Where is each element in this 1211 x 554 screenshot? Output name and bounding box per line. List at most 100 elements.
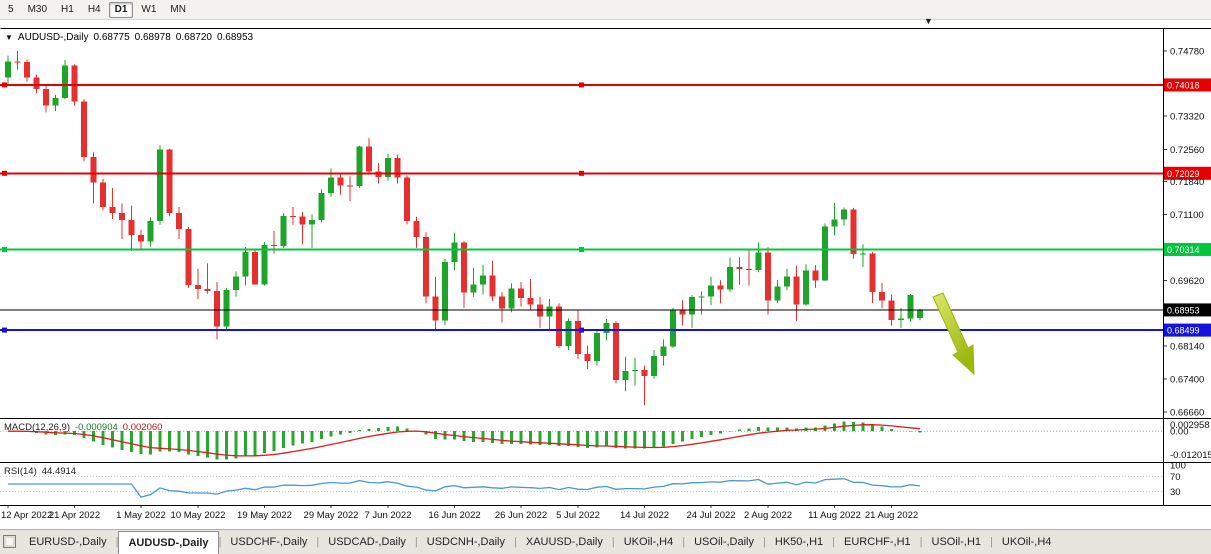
rsi-name: RSI(14) [4, 466, 37, 477]
chart-tab-usdcad-daily[interactable]: USDCAD-,Daily [328, 536, 406, 548]
price-badge [1164, 242, 1211, 256]
svg-text:21 Apr 2022: 21 Apr 2022 [49, 510, 100, 521]
hline-0.74018[interactable] [0, 82, 1163, 88]
low-value: 0.68720 [175, 32, 212, 43]
chart-tab-usdchf-daily[interactable]: USDCHF-,Daily [230, 536, 308, 548]
svg-text:0.002958: 0.002958 [1170, 420, 1210, 431]
svg-text:0.74780: 0.74780 [1170, 47, 1204, 58]
price-axis[interactable]: 0.74018 0.72029 0.70314 0.68499 0.68953 0.747… [1163, 47, 1211, 499]
macd-panel[interactable] [0, 421, 1163, 460]
period-button-5[interactable]: 5 [8, 3, 14, 15]
svg-text:0.00: 0.00 [1170, 427, 1189, 438]
macd-main-value: -0.000904 [75, 422, 118, 433]
chart-tabs-bar: EURUSD-,Daily | AUDUSD-,Daily | USDCHF-,Dail… [0, 529, 1211, 554]
bid-price-badge [1164, 303, 1211, 317]
svg-text:0.71840: 0.71840 [1170, 177, 1204, 188]
period-button-h1[interactable]: H1 [61, 3, 74, 15]
high-value: 0.68978 [134, 32, 171, 43]
tab-separator: | [115, 536, 119, 548]
close-value: 0.68953 [216, 32, 254, 43]
svg-text:0.72029: 0.72029 [1167, 169, 1200, 179]
svg-text:0.70314: 0.70314 [1167, 245, 1200, 255]
rsi-line [8, 478, 921, 498]
chart-tab-audusd-daily[interactable]: AUDUSD-,Daily [118, 531, 219, 554]
chart-tab-hk50-h1[interactable]: HK50-,H1 [774, 536, 824, 548]
chart-tab-usoil-daily[interactable]: USOil-,Daily [694, 536, 755, 548]
svg-text:-0.012015: -0.012015 [1170, 450, 1211, 461]
macd-signal-value: 0.002060 [122, 422, 163, 433]
svg-text:0.68140: 0.68140 [1170, 342, 1204, 353]
chart-canvas[interactable]: 0.74018 0.72029 0.70314 0.68499 0.68953 0.747… [0, 28, 1211, 525]
svg-text:10 May 2022: 10 May 2022 [171, 510, 226, 521]
open-value: 0.68775 [93, 32, 130, 43]
tab-separator: | [514, 536, 517, 548]
period-button-w1[interactable]: W1 [141, 3, 157, 15]
rsi-value: 44.4914 [41, 466, 77, 477]
tab-separator: | [611, 536, 615, 548]
svg-text:0.73320: 0.73320 [1170, 111, 1204, 122]
period-button-h4[interactable]: H4 [87, 3, 101, 15]
svg-text:0.74018: 0.74018 [1167, 80, 1200, 90]
svg-text:24 Jul 2022: 24 Jul 2022 [686, 510, 735, 521]
svg-text:0.72560: 0.72560 [1170, 145, 1204, 156]
svg-text:0.66660: 0.66660 [1170, 407, 1204, 418]
chart-tab-usdcnh-daily[interactable]: USDCNH-,Daily [426, 536, 505, 548]
symbol-dropdown-icon[interactable]: ▼ [5, 33, 13, 42]
chart-list-icon[interactable] [3, 535, 16, 548]
svg-text:26 Jun 2022: 26 Jun 2022 [495, 510, 547, 521]
svg-text:1 May 2022: 1 May 2022 [116, 510, 166, 521]
svg-text:11 Aug 2022: 11 Aug 2022 [808, 510, 861, 521]
svg-text:100: 100 [1170, 461, 1186, 472]
period-button-m30[interactable]: M30 [27, 3, 48, 15]
chart-tab-eurchf-h1[interactable]: EURCHF-,H1 [844, 536, 911, 548]
candles-layer[interactable] [5, 51, 923, 406]
chart-area[interactable]: 0.74018 0.72029 0.70314 0.68499 0.68953 0.747… [0, 28, 1211, 525]
tab-separator: | [682, 536, 686, 548]
svg-text:12 Apr 2022: 12 Apr 2022 [1, 510, 52, 521]
svg-text:19 May 2022: 19 May 2022 [237, 510, 292, 521]
chart-tab-eurusd-daily[interactable]: EURUSD-,Daily [29, 536, 107, 548]
main-plot[interactable] [0, 51, 1163, 406]
period-button-d1[interactable]: D1 [108, 1, 134, 18]
svg-text:0.71100: 0.71100 [1170, 210, 1204, 221]
svg-text:0.69620: 0.69620 [1170, 276, 1204, 287]
tab-separator: | [832, 536, 836, 548]
macd-signal-line [8, 424, 921, 457]
hline-0.68499[interactable] [0, 327, 1163, 333]
period-button-mn[interactable]: MN [170, 3, 186, 15]
svg-text:29 May 2022: 29 May 2022 [304, 510, 359, 521]
price-badge [1164, 78, 1211, 92]
hline-0.72029[interactable] [0, 170, 1163, 176]
hline-0.70314[interactable] [0, 246, 1163, 252]
svg-text:30: 30 [1170, 487, 1181, 498]
svg-text:7 Jun 2022: 7 Jun 2022 [364, 510, 411, 521]
chart-ohlc-readout: ▼ AUDUSD-,Daily 0.68775 0.68978 0.68720 0.689… [5, 32, 253, 43]
price-badge [1164, 166, 1211, 180]
tab-separator: | [414, 536, 418, 548]
tab-separator: | [218, 536, 222, 548]
chart-shift-marker[interactable]: ▼ [924, 16, 933, 26]
tab-separator: | [919, 536, 923, 548]
macd-name: MACD(12,26,9) [4, 422, 70, 433]
svg-text:21 Aug 2022: 21 Aug 2022 [865, 510, 918, 521]
chart-tab-xauusd-daily[interactable]: XAUUSD-,Daily [525, 536, 603, 548]
rsi-panel[interactable] [0, 475, 1163, 498]
chart-tab-usoil-h1[interactable]: USOil-,H1 [931, 536, 982, 548]
macd-indicator-label: MACD(12,26,9) -0.000904 0.002060 [4, 422, 162, 433]
timeframe-toolbar: 5 M30 H1 H4 D1 W1 MN [0, 0, 1211, 20]
chart-tab-ukoil-h4[interactable]: UKOil-,H4 [1001, 536, 1052, 548]
tab-separator: | [990, 536, 993, 548]
svg-text:0.68499: 0.68499 [1167, 326, 1200, 336]
chart-symbol-label: AUDUSD-,Daily [17, 32, 89, 43]
down-arrow-annotation[interactable] [932, 292, 975, 376]
rsi-indicator-label: RSI(14) 44.4914 [4, 466, 76, 477]
price-badge [1164, 323, 1211, 337]
svg-text:5 Jul 2022: 5 Jul 2022 [556, 510, 600, 521]
svg-text:14 Jul 2022: 14 Jul 2022 [620, 510, 669, 521]
svg-text:16 Jun 2022: 16 Jun 2022 [428, 510, 480, 521]
chart-tab-ukoil-h4[interactable]: UKOil-,H4 [623, 536, 674, 548]
svg-text:2 Aug 2022: 2 Aug 2022 [744, 510, 792, 521]
tab-separator: | [316, 536, 320, 548]
